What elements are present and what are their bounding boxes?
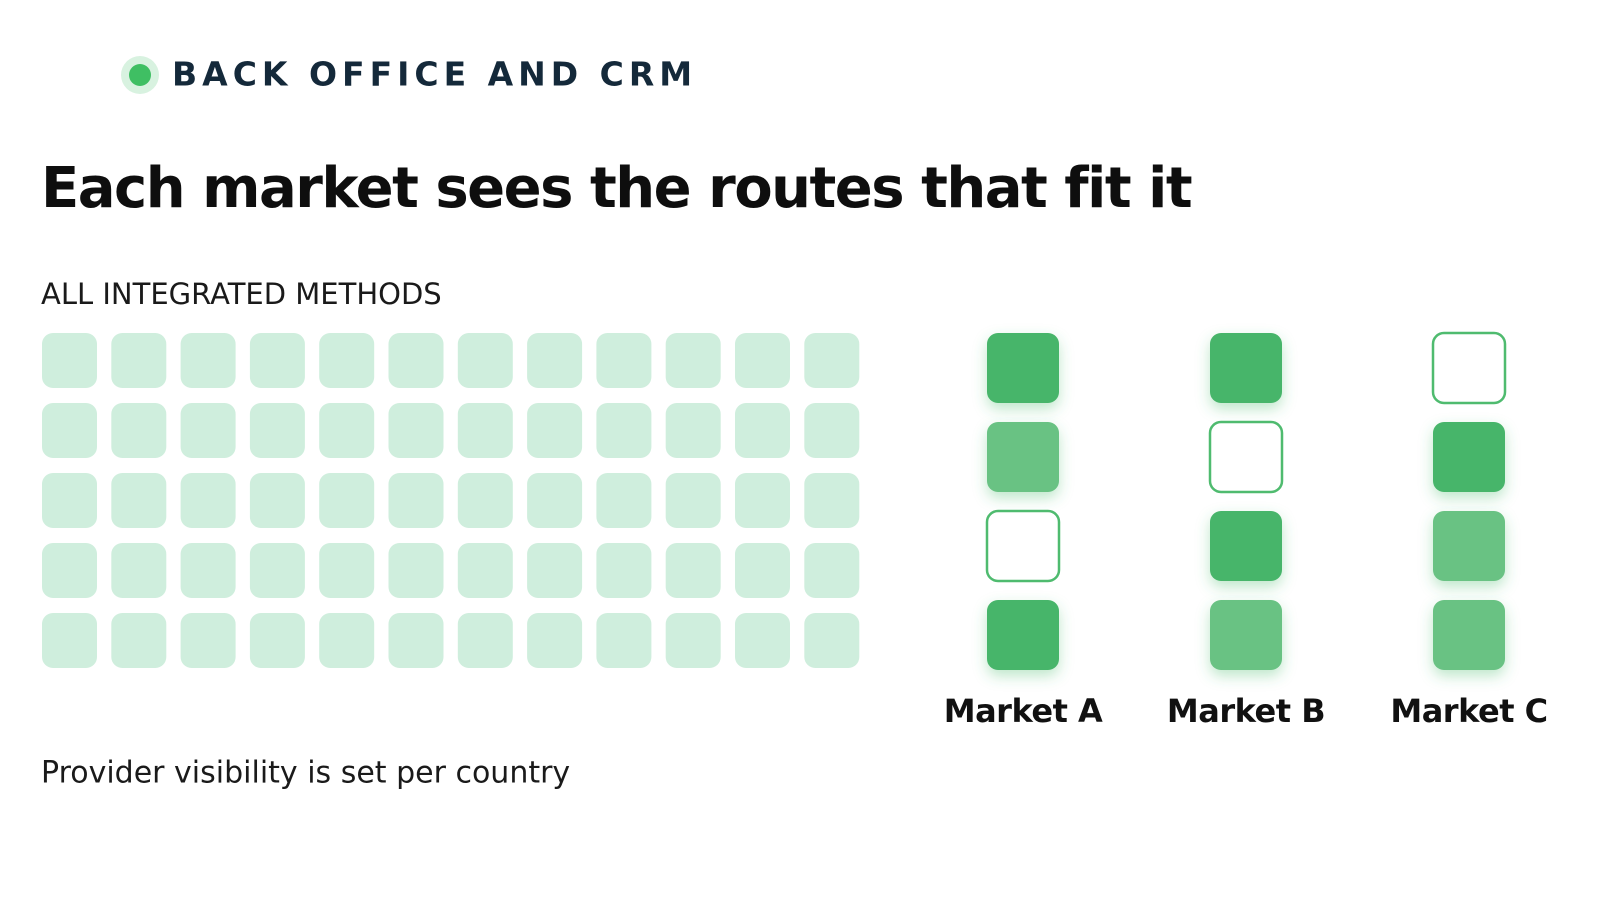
method-tile	[735, 333, 790, 388]
route-tile	[1210, 511, 1282, 581]
method-tile	[319, 613, 375, 668]
method-tile	[388, 473, 444, 528]
method-tile	[665, 543, 721, 598]
method-tile	[42, 473, 97, 528]
method-tile	[457, 333, 513, 388]
route-tile	[985, 509, 1061, 583]
method-tile	[457, 403, 513, 458]
method-tile	[180, 543, 236, 598]
method-grid	[42, 333, 860, 668]
method-tile	[42, 613, 97, 668]
method-tile	[457, 543, 513, 598]
market-label: Market B	[1167, 692, 1325, 730]
method-tile	[111, 333, 167, 388]
method-tile	[804, 543, 860, 598]
route-tile	[1431, 331, 1507, 405]
method-tile	[527, 403, 583, 458]
method-tile	[804, 473, 860, 528]
method-tile	[735, 613, 790, 668]
method-tile	[735, 543, 790, 598]
method-tile	[180, 473, 236, 528]
method-tile	[665, 333, 721, 388]
method-tile	[180, 613, 236, 668]
method-tile	[457, 473, 513, 528]
method-tile	[111, 543, 167, 598]
method-tile	[596, 473, 652, 528]
section-label: ALL INTEGRATED METHODS	[41, 277, 442, 311]
method-tile	[527, 543, 583, 598]
route-tile	[987, 333, 1059, 403]
market-label: Market A	[944, 692, 1103, 730]
method-tile	[319, 333, 375, 388]
method-tile	[249, 543, 305, 598]
method-tile	[180, 333, 236, 388]
method-tile	[527, 333, 583, 388]
route-tile	[1433, 511, 1505, 581]
method-tile	[42, 543, 97, 598]
method-tile	[319, 543, 375, 598]
method-tile	[388, 613, 444, 668]
method-tile	[388, 333, 444, 388]
method-tile	[388, 403, 444, 458]
method-tile	[665, 473, 721, 528]
method-tile	[735, 403, 790, 458]
method-tile	[457, 613, 513, 668]
method-tile	[249, 473, 305, 528]
method-tile	[596, 543, 652, 598]
method-tile	[388, 543, 444, 598]
method-tile	[527, 473, 583, 528]
route-tile	[987, 600, 1059, 670]
method-tile	[804, 613, 860, 668]
method-tile	[665, 403, 721, 458]
method-tile	[42, 333, 97, 388]
method-tile	[735, 473, 790, 528]
method-tile	[111, 613, 167, 668]
route-tile	[1210, 600, 1282, 670]
method-tile	[596, 403, 652, 458]
route-tile	[1433, 422, 1505, 492]
method-tile	[319, 473, 375, 528]
eyebrow: BACK OFFICE AND CRM	[172, 55, 697, 94]
route-tile	[1208, 420, 1284, 494]
headline: Each market sees the routes that fit it	[41, 156, 1192, 221]
method-tile	[249, 333, 305, 388]
method-tile	[180, 403, 236, 458]
caption: Provider visibility is set per country	[41, 756, 570, 791]
method-tile	[804, 333, 860, 388]
method-tile	[527, 613, 583, 668]
market-columns: Market A Market B Market C	[944, 331, 1548, 730]
method-tile	[111, 403, 167, 458]
route-tile	[1210, 333, 1282, 403]
method-tile	[665, 613, 721, 668]
method-tile	[42, 403, 97, 458]
route-tile	[987, 422, 1059, 492]
market-label: Market C	[1390, 692, 1547, 730]
method-tile	[111, 473, 167, 528]
method-tile	[596, 613, 652, 668]
method-tile	[249, 613, 305, 668]
method-tile	[804, 403, 860, 458]
method-tile	[596, 333, 652, 388]
method-tile	[249, 403, 305, 458]
status-dot	[129, 64, 151, 86]
method-tile	[319, 403, 375, 458]
route-tile	[1433, 600, 1505, 670]
